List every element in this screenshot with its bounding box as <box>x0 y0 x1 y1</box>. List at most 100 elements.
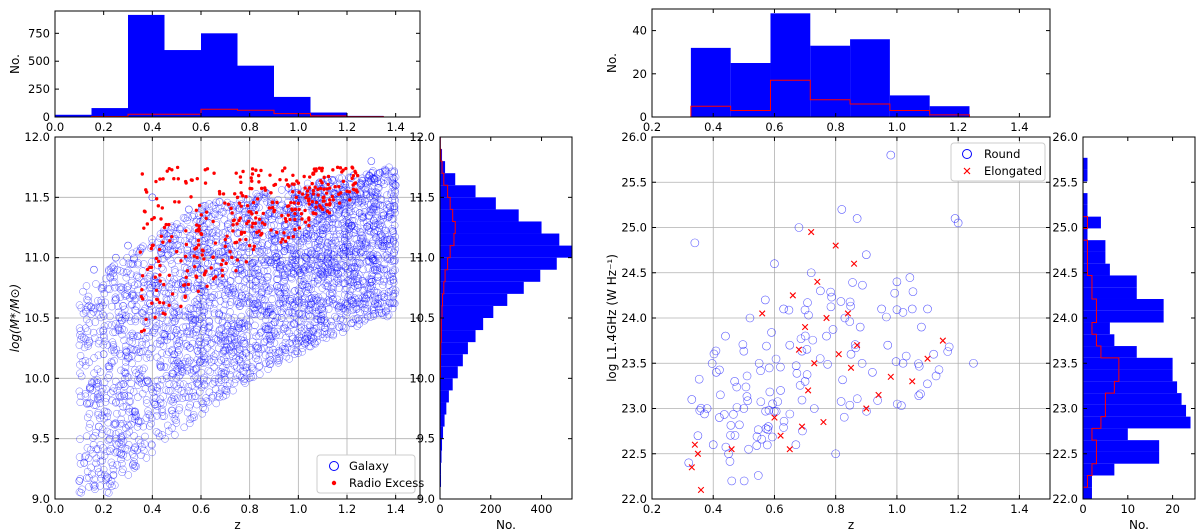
elongated-point <box>688 464 695 471</box>
round-point <box>702 404 712 413</box>
radio-excess-point <box>307 223 311 228</box>
galaxy-point <box>365 275 374 283</box>
galaxy-point <box>319 292 327 301</box>
radio-excess-point <box>283 166 287 170</box>
round-point <box>721 331 730 341</box>
radio-excess-point <box>223 201 227 205</box>
galaxy-point <box>183 354 192 362</box>
galaxy-point <box>323 282 331 291</box>
galaxy-point <box>163 374 171 383</box>
galaxy-point <box>208 339 216 347</box>
galaxy-point <box>163 332 171 341</box>
galaxy-point <box>311 318 319 327</box>
y-tick-label: 10.5 <box>24 311 50 325</box>
galaxy-point <box>131 444 139 452</box>
galaxy-point <box>213 262 222 271</box>
galaxy-point <box>109 343 118 351</box>
galaxy-point <box>380 176 388 184</box>
galaxy-point <box>273 313 281 322</box>
galaxy-point <box>380 266 389 275</box>
galaxy-point <box>95 337 104 345</box>
galaxy-point <box>314 332 322 340</box>
radio-excess-point <box>308 175 312 179</box>
galaxy-point <box>172 382 181 390</box>
galaxy-point <box>249 295 258 304</box>
hist-right-side-histogram <box>1082 146 1191 499</box>
galaxy-point <box>377 219 386 227</box>
galaxy-point <box>75 477 84 485</box>
galaxy-point <box>306 342 315 351</box>
galaxy-point <box>300 301 309 310</box>
galaxy-point <box>261 280 270 289</box>
galaxy-point <box>296 317 305 325</box>
galaxy-point <box>127 317 135 325</box>
round-point <box>816 286 825 296</box>
galaxy-point <box>297 298 306 307</box>
round-point <box>725 457 735 466</box>
galaxy-point <box>94 297 102 305</box>
galaxy-point <box>323 249 332 257</box>
galaxy-point <box>357 190 365 199</box>
galaxy-point <box>348 306 356 315</box>
galaxy-point <box>222 367 230 375</box>
galaxy-point <box>191 331 200 340</box>
round-point <box>768 399 777 409</box>
galaxy-point <box>181 271 189 279</box>
galaxy-point <box>99 301 107 310</box>
galaxy-point <box>165 283 173 291</box>
hist-bar <box>440 330 476 343</box>
round-point <box>809 404 819 413</box>
galaxy-point <box>294 292 302 301</box>
radio-excess-point <box>149 246 154 251</box>
galaxy-point <box>167 406 176 415</box>
radio-excess-point <box>184 242 189 247</box>
x-tick-label: 200 <box>480 502 502 516</box>
galaxy-point <box>195 338 203 346</box>
galaxy-point <box>345 208 354 216</box>
radio-excess-point <box>307 186 312 190</box>
galaxy-point <box>275 251 283 259</box>
galaxy-point <box>386 209 394 217</box>
galaxy-point <box>77 372 86 381</box>
radio-excess-point <box>232 218 236 222</box>
galaxy-point <box>354 245 362 253</box>
galaxy-point <box>210 334 219 343</box>
radio-excess-point <box>239 232 244 236</box>
radio-excess-point <box>279 240 283 244</box>
galaxy-point <box>124 471 133 479</box>
galaxy-point <box>271 253 279 262</box>
galaxy-point <box>85 338 94 347</box>
galaxy-point <box>297 258 306 266</box>
galaxy-point <box>245 280 254 288</box>
galaxy-point <box>248 259 256 267</box>
round-point <box>715 413 724 422</box>
galaxy-point <box>123 453 132 461</box>
round-point <box>804 310 813 320</box>
galaxy-point <box>348 263 356 272</box>
galaxy-point <box>164 235 172 244</box>
galaxy-point <box>279 271 288 280</box>
galaxy-point <box>290 300 299 309</box>
galaxy-point <box>331 312 339 321</box>
galaxy-point <box>270 236 279 244</box>
galaxy-point <box>156 306 164 315</box>
galaxy-point <box>385 298 394 307</box>
galaxy-point <box>317 299 326 308</box>
galaxy-point <box>320 186 329 195</box>
galaxy-point <box>170 265 179 274</box>
round-point <box>756 397 766 407</box>
galaxy-point <box>99 281 108 290</box>
galaxy-point <box>303 321 312 329</box>
round-point <box>739 346 749 356</box>
legend-box <box>316 454 416 494</box>
galaxy-point <box>281 286 289 294</box>
galaxy-point <box>136 247 144 255</box>
galaxy-point <box>277 186 286 194</box>
galaxy-point <box>300 228 308 237</box>
radio-excess-point <box>341 168 345 172</box>
galaxy-point <box>379 211 388 220</box>
galaxy-point <box>305 335 313 344</box>
galaxy-point <box>299 277 308 286</box>
galaxy-point <box>112 399 120 407</box>
galaxy-point <box>183 363 191 372</box>
